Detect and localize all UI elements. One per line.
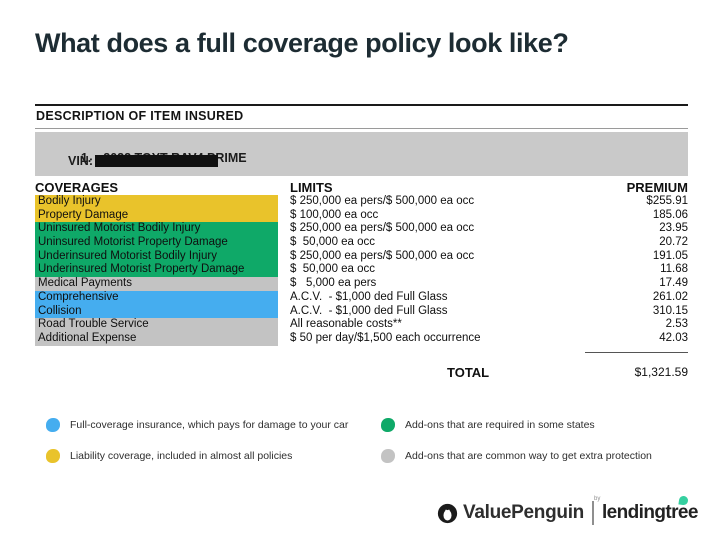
coverage-row: Additional Expense $ 50 per day/$1,500 ea… (35, 331, 688, 346)
table-column-headers: COVERAGES LIMITS PREMIUM (35, 180, 688, 195)
legend-label: Liability coverage, included in almost a… (70, 450, 293, 462)
legend-dot-icon (381, 449, 395, 463)
penguin-logo-icon (437, 503, 458, 523)
vin-label: VIN: (68, 154, 93, 168)
insured-item-box: 1.2022 TOYT RAV4 PRIME VIN: (35, 132, 688, 176)
coverage-row: Underinsured Motorist Property Damage $ 5… (35, 263, 688, 278)
vin-redaction-bar-icon (95, 155, 218, 167)
vin-line: VIN: (68, 154, 218, 168)
legend-dot-icon (46, 418, 60, 432)
limit-cell: $ 250,000 ea pers/$ 500,000 ea occ (290, 249, 475, 262)
coverage-rows: Bodily Injury $ 250,000 ea pers/$ 500,000… (35, 195, 688, 346)
coverage-row: Collision A.C.V. - $1,000 ded Full Glass 3… (35, 304, 688, 319)
total-rule (585, 352, 688, 353)
limit-cell: A.C.V. - $1,000 ded Full Glass (290, 290, 448, 303)
limit-cell: $ 100,000 ea occ (290, 208, 379, 221)
legend-dot-icon (46, 449, 60, 463)
coverage-name-cell: Underinsured Motorist Bodily Injury (35, 249, 278, 264)
description-section-header: DESCRIPTION OF ITEM INSURED (36, 109, 244, 123)
page-title: What does a full coverage policy look li… (35, 28, 569, 58)
brand-divider: by (592, 496, 600, 525)
total-label: TOTAL (447, 365, 490, 380)
limits-column-header: LIMITS (290, 180, 333, 195)
section-rule-bottom (35, 128, 688, 129)
premium-cell: $255.91 (646, 195, 688, 207)
limit-cell: $ 250,000 ea pers/$ 500,000 ea occ (290, 222, 475, 235)
premium-cell: 20.72 (659, 236, 688, 249)
legend-label: Add-ons that are common way to get extra… (405, 450, 652, 462)
legend-item: Liability coverage, included in almost a… (46, 449, 381, 463)
premium-cell: 261.02 (652, 290, 688, 303)
premium-cell: 17.49 (659, 277, 688, 290)
legend-item: Full-coverage insurance, which pays for … (46, 418, 381, 432)
brand-footer: ValuePenguin by lendingtree (437, 495, 698, 528)
coverage-name-cell: Uninsured Motorist Bodily Injury (35, 222, 278, 237)
premium-cell: 23.95 (659, 222, 688, 235)
premium-cell: 2.53 (665, 318, 688, 331)
total-value: $1,321.59 (634, 365, 688, 379)
coverage-row: Comprehensive A.C.V. - $1,000 ded Full Gl… (35, 290, 688, 305)
section-rule-top (35, 104, 688, 106)
limit-cell: $ 50,000 ea occ (290, 263, 376, 276)
legend-item: Add-ons that are required in some states (381, 418, 652, 432)
coverage-name-cell: Bodily Injury (35, 195, 278, 209)
coverage-name-cell: Underinsured Motorist Property Damage (35, 263, 278, 278)
coverage-row: Uninsured Motorist Property Damage $ 50,0… (35, 236, 688, 250)
coverage-name-cell: Collision (35, 304, 278, 319)
lendingtree-logo: lendingtree (602, 495, 698, 524)
premium-cell: 185.06 (652, 208, 688, 221)
coverage-name-cell: Uninsured Motorist Property Damage (35, 236, 278, 250)
coverages-column-header: COVERAGES (35, 180, 119, 195)
item-number: 1. (80, 151, 92, 165)
by-label: by (594, 496, 601, 502)
limit-cell: A.C.V. - $1,000 ded Full Glass (290, 304, 448, 317)
legend-label: Add-ons that are required in some states (405, 419, 595, 431)
limit-cell: All reasonable costs** (290, 318, 402, 331)
premium-cell: 42.03 (659, 331, 688, 344)
legend-dot-icon (381, 418, 395, 432)
coverage-name-cell: Medical Payments (35, 277, 278, 291)
coverage-name-cell: Property Damage (35, 208, 278, 223)
premium-cell: 310.15 (652, 304, 688, 317)
coverage-name-cell: Road Trouble Service (35, 318, 278, 332)
premium-cell: 11.68 (660, 263, 688, 276)
valuepenguin-wordmark: ValuePenguin (463, 502, 584, 523)
premium-column-header: PREMIUM (626, 180, 688, 195)
coverage-row: Underinsured Motorist Bodily Injury $ 250… (35, 249, 688, 264)
coverage-name-cell: Comprehensive (35, 290, 278, 305)
lendingtree-wordmark: lendingtree (602, 502, 698, 523)
coverage-row: Uninsured Motorist Bodily Injury $ 250,00… (35, 222, 688, 237)
legend: Full-coverage insurance, which pays for … (46, 418, 652, 463)
coverage-row: Bodily Injury $ 250,000 ea pers/$ 500,000… (35, 195, 688, 209)
coverage-row: Property Damage $ 100,000 ea occ 185.06 (35, 208, 688, 223)
coverage-row: Road Trouble Service All reasonable costs… (35, 318, 688, 332)
coverage-row: Medical Payments $ 5,000 ea pers 17.49 (35, 277, 688, 291)
limit-cell: $ 250,000 ea pers/$ 500,000 ea occ (290, 195, 475, 207)
premium-cell: 191.05 (652, 249, 688, 262)
limit-cell: $ 50,000 ea occ (290, 236, 376, 249)
legend-item: Add-ons that are common way to get extra… (381, 449, 652, 463)
limit-cell: $ 5,000 ea pers (290, 277, 377, 290)
limit-cell: $ 50 per day/$1,500 each occurrence (290, 331, 481, 344)
coverage-name-cell: Additional Expense (35, 331, 278, 346)
legend-label: Full-coverage insurance, which pays for … (70, 419, 349, 431)
